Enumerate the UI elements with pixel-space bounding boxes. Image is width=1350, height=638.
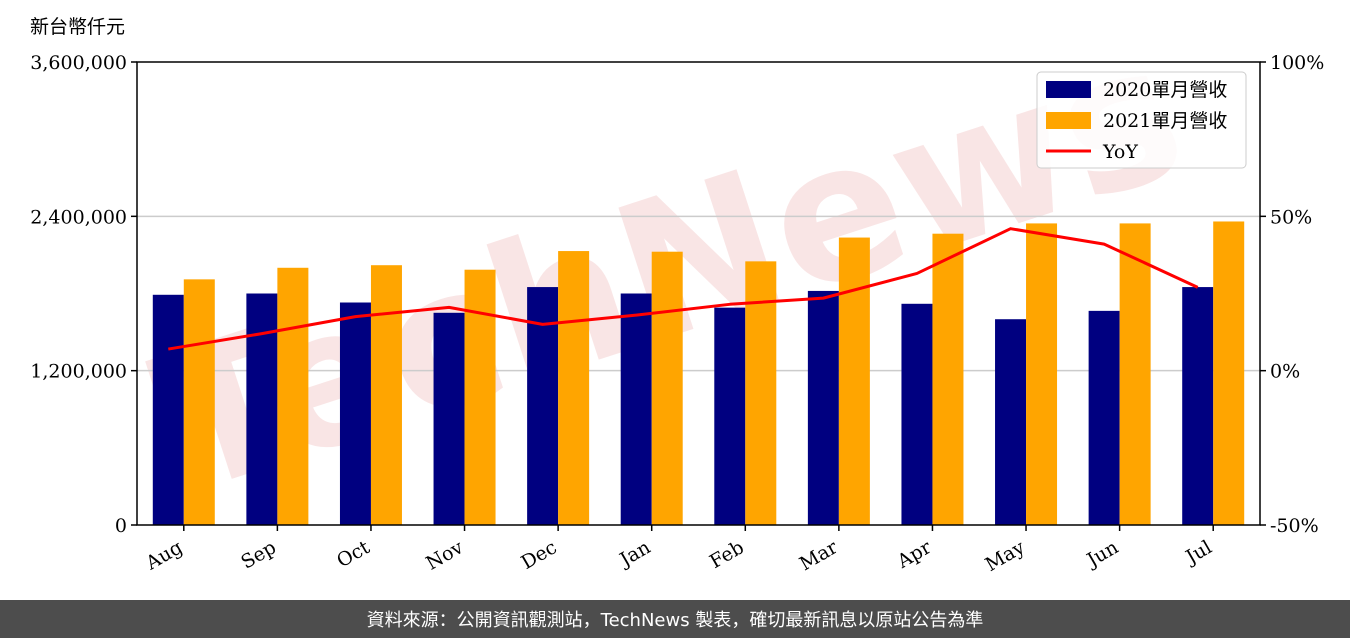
bar-2020-feb	[714, 307, 746, 525]
bar-2021-apr	[932, 233, 964, 525]
left-tick-label: 1,200,000	[30, 361, 127, 383]
bar-2021-may	[1026, 223, 1058, 525]
left-tick-label: 0	[115, 515, 127, 537]
bar-2021-feb	[745, 261, 777, 525]
right-tick-label: 50%	[1270, 206, 1312, 228]
x-tick-label-nov: Nov	[422, 536, 467, 575]
x-tick-label-sep: Sep	[237, 536, 280, 573]
bar-2020-jan	[620, 293, 652, 525]
chart: TechNews 01,200,0002,400,0003,600,000-50…	[30, 0, 1324, 576]
x-tick-label-jun: Jun	[1082, 536, 1123, 572]
yoy-line-layer	[168, 227, 1199, 351]
source-footer: 資料來源：公開資訊觀測站，TechNews 製表，確切最新訊息以原站公告為準	[0, 600, 1350, 638]
bar-2020-dec	[527, 287, 559, 525]
x-tick-label-may: May	[982, 536, 1029, 576]
bar-2021-sep	[277, 267, 309, 525]
grid-lines	[137, 215, 1260, 372]
legend-label: YoY	[1102, 141, 1138, 163]
plot-frame	[136, 61, 1261, 526]
right-tick-label: 0%	[1270, 361, 1300, 383]
x-tick-label-oct: Oct	[333, 536, 374, 572]
bar-2021-mar	[838, 237, 870, 525]
yoy-line	[168, 227, 1199, 351]
x-tick-label-dec: Dec	[517, 536, 560, 574]
legend-key-2021	[1046, 112, 1091, 129]
bar-2021-dec	[558, 251, 590, 525]
bar-2020-jul	[1182, 287, 1214, 525]
bar-2020-may	[995, 319, 1027, 525]
x-tick-label-mar: Mar	[796, 536, 842, 575]
bar-2020-nov	[433, 312, 465, 525]
x-tick-label-jan: Jan	[614, 536, 654, 572]
bar-2021-jul	[1213, 221, 1245, 525]
bar-2021-oct	[370, 265, 402, 525]
bar-2020-apr	[901, 303, 933, 525]
bar-2020-mar	[807, 290, 839, 525]
x-tick-label-aug: Aug	[141, 536, 186, 575]
x-tick-label-feb: Feb	[706, 536, 748, 573]
y-axis-unit-label: 新台幣仟元	[30, 16, 125, 38]
bar-2021-jun	[1119, 223, 1151, 525]
x-tick-label-apr: Apr	[893, 536, 936, 573]
right-tick-label: -50%	[1270, 515, 1319, 537]
bar-2020-oct	[339, 302, 371, 525]
source-note: 資料來源：公開資訊觀測站，TechNews 製表，確切最新訊息以原站公告為準	[366, 610, 984, 631]
bar-2021-jan	[651, 251, 683, 525]
bar-2020-aug	[152, 294, 184, 525]
right-tick-label: 100%	[1270, 52, 1324, 74]
legend-label: 2021單月營收	[1103, 110, 1227, 132]
left-tick-label: 2,400,000	[30, 206, 127, 228]
bar-2020-jun	[1088, 310, 1120, 525]
bar-2021-aug	[183, 279, 215, 525]
bar-2020-sep	[246, 293, 278, 525]
legend: 2020單月營收 2021單月營收 YoY	[1036, 71, 1247, 169]
left-tick-label: 3,600,000	[30, 52, 127, 74]
legend-key-2020	[1046, 81, 1091, 98]
legend-label: 2020單月營收	[1103, 79, 1227, 101]
bars	[152, 221, 1245, 525]
bar-2021-nov	[464, 269, 496, 525]
x-tick-label-jul: Jul	[1181, 536, 1216, 569]
